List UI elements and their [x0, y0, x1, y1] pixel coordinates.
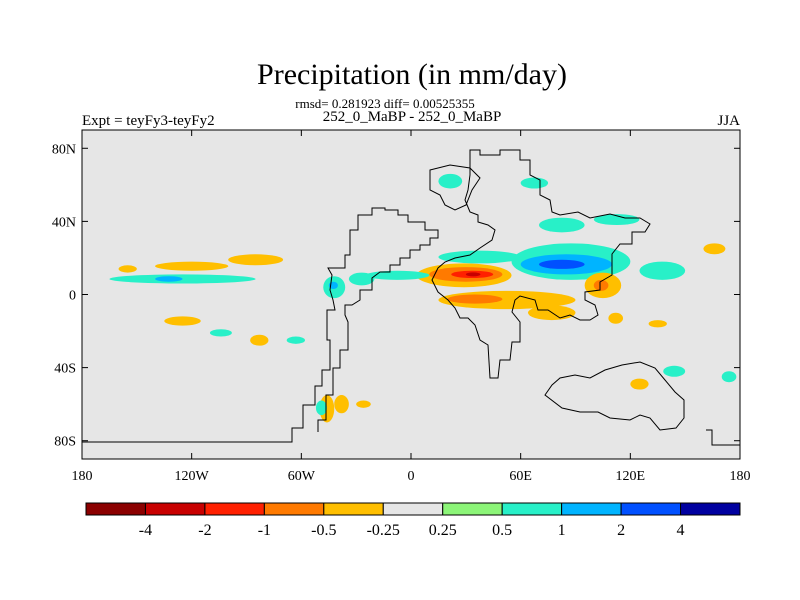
colorbar-label-6: 0.5: [492, 522, 512, 539]
colorbar-swatch-3: [264, 503, 323, 515]
colorbar-label-3: -0.5: [311, 522, 336, 539]
precip-region-5: [164, 316, 201, 325]
precip-region-37: [663, 366, 685, 377]
colorbar-label-4: -0.25: [367, 522, 400, 539]
x-tick-label-1: 120W: [175, 469, 210, 484]
precip-region-14: [334, 395, 349, 413]
x-tick-label-4: 60E: [509, 469, 532, 484]
case-label: 252_0_MaBP - 252_0_MaBP: [323, 109, 502, 125]
colorbar-label-9: 4: [677, 522, 685, 539]
colorbar-swatch-2: [205, 503, 264, 515]
precip-region-8: [287, 337, 305, 344]
precip-region-26: [539, 260, 585, 269]
colorbar-label-0: -4: [139, 522, 152, 539]
colorbar-swatch-9: [621, 503, 680, 515]
precip-region-2: [228, 254, 283, 265]
colorbar-swatch-10: [681, 503, 740, 515]
precip-region-20: [466, 272, 481, 276]
season-label: JJA: [717, 113, 740, 129]
colorbar-label-2: -1: [258, 522, 271, 539]
map-plot-area: [82, 130, 740, 459]
x-tick-label-5: 120E: [616, 469, 646, 484]
colorbar-label-5: 0.25: [429, 522, 457, 539]
colorbar-swatch-4: [324, 503, 383, 515]
expt-label: Expt = teyFy3-teyFy2: [82, 113, 215, 129]
y-tick-label-1: 40N: [52, 215, 76, 230]
colorbar-label-7: 1: [558, 522, 566, 539]
chart-title: Precipitation (in mm/day): [257, 58, 567, 91]
x-tick-label-3: 0: [408, 469, 415, 484]
y-tick-label-2: 0: [69, 289, 76, 304]
precip-region-15: [356, 401, 371, 408]
precip-region-22: [448, 295, 503, 304]
precip-region-36: [630, 379, 648, 390]
precip-region-4: [155, 276, 182, 281]
colorbar: -4 -2 -1 -0.5 -0.25 0.25 0.5 1 2 4: [86, 503, 740, 539]
x-tick-label-6: 180: [730, 469, 751, 484]
y-tick-label-0: 80N: [52, 142, 76, 157]
precip-region-16: [438, 251, 520, 264]
colorbar-swatch-5: [383, 503, 442, 515]
colorbar-swatch-0: [86, 503, 145, 515]
precip-region-40: [521, 178, 548, 189]
colorbar-label-8: 2: [617, 522, 625, 539]
precip-region-39: [438, 174, 462, 189]
colorbar-label-1: -2: [198, 522, 211, 539]
x-tick-label-2: 60W: [288, 469, 316, 484]
colorbar-swatch-1: [145, 503, 204, 515]
chart-figure: Precipitation (in mm/day) rmsd= 0.281923…: [0, 0, 800, 600]
precip-region-0: [119, 265, 137, 272]
y-tick-label-4: 80S: [54, 435, 76, 450]
precip-region-35: [649, 320, 667, 327]
x-tick-label-0: 180: [72, 469, 93, 484]
y-tick-label-3: 40S: [54, 362, 76, 377]
precip-region-38: [722, 371, 737, 382]
precip-region-6: [210, 329, 232, 336]
precip-region-1: [155, 262, 228, 271]
precip-region-27: [539, 218, 585, 233]
precip-region-34: [703, 243, 725, 254]
precip-region-32: [608, 313, 623, 324]
colorbar-swatch-7: [502, 503, 561, 515]
colorbar-swatch-8: [562, 503, 621, 515]
colorbar-swatch-6: [443, 503, 502, 515]
precip-region-7: [250, 335, 268, 346]
precip-region-13: [316, 401, 327, 416]
precip-region-33: [639, 262, 685, 280]
